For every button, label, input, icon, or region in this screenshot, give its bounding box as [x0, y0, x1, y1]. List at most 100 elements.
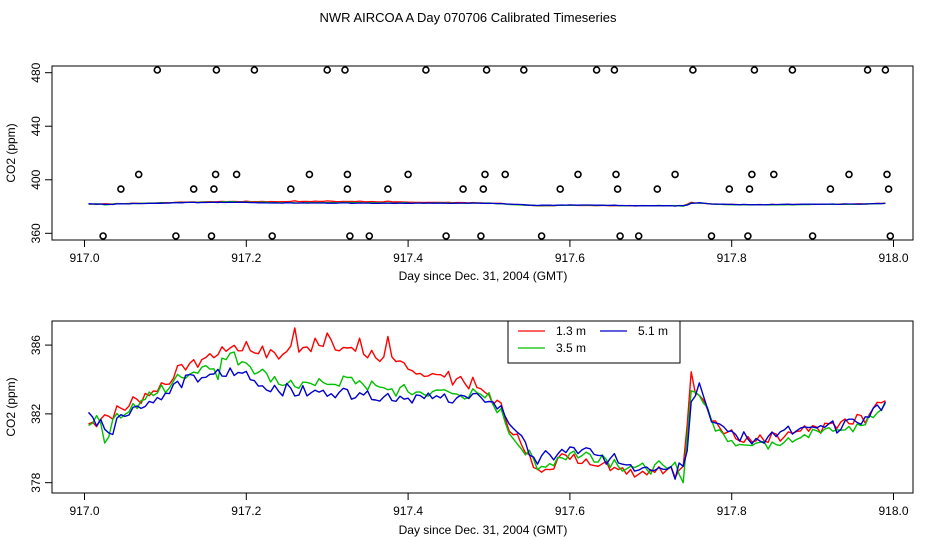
reference-point — [459, 185, 467, 193]
reference-point — [845, 170, 853, 179]
bottom-x-tick-label: 917.0 — [69, 504, 99, 518]
reference-point — [210, 185, 218, 193]
reference-point — [745, 185, 754, 193]
reference-point — [886, 232, 895, 240]
reference-point — [744, 232, 752, 240]
reference-point — [592, 66, 601, 74]
reference-point — [519, 66, 528, 74]
top-x-tick-label: 917.0 — [69, 251, 99, 265]
reference-point — [881, 66, 890, 74]
reference-point — [232, 170, 241, 179]
reference-point — [556, 185, 565, 193]
bottom-y-tick-label: 382 — [29, 404, 43, 424]
top-x-axis-label: Day since Dec. 31, 2004 (GMT) — [399, 269, 568, 283]
legend: 1.3 m 3.5 m 5.1 m — [507, 320, 681, 364]
bottom-x-tick-label: 917.2 — [231, 504, 261, 518]
series-line-5-1-m — [87, 367, 887, 480]
reference-point — [286, 185, 295, 193]
reference-point — [707, 232, 716, 240]
bottom-x-axis: 917.0 917.2 917.4 917.6 917.8 918.0 — [69, 492, 909, 518]
top-y-axis-label: CO2 (ppm) — [4, 123, 18, 182]
reference-point — [134, 170, 143, 179]
bottom-plot-frame — [51, 320, 914, 494]
top-y-tick-label: 400 — [29, 169, 43, 189]
reference-point — [748, 170, 756, 179]
reference-point — [189, 185, 198, 193]
top-y-tick-label: 440 — [29, 116, 43, 136]
reference-point — [725, 185, 734, 193]
reference-point — [482, 66, 491, 74]
bottom-series — [87, 327, 887, 484]
reference-point — [305, 170, 314, 179]
reference-point — [863, 66, 872, 74]
legend-label-1-3m: 1.3 m — [556, 324, 586, 338]
series-line-1-3-m — [88, 327, 886, 479]
reference-point — [212, 66, 221, 74]
reference-point — [613, 185, 622, 193]
reference-point — [574, 170, 582, 179]
bottom-y-axis-label: CO2 (ppm) — [4, 377, 18, 436]
top-reference-points — [99, 66, 895, 240]
reference-point — [481, 170, 489, 179]
top-series-line-5-1-m — [88, 201, 886, 207]
reference-point — [211, 170, 220, 179]
reference-point — [671, 170, 679, 179]
reference-point — [477, 232, 485, 240]
top-x-tick-label: 917.8 — [717, 251, 747, 265]
top-x-tick-label: 917.6 — [555, 251, 585, 265]
top-x-tick-label: 917.4 — [393, 251, 423, 265]
reference-point — [346, 232, 354, 240]
top-panel: 917.0 917.2 917.4 917.6 917.8 918.0 360 400 440… — [4, 62, 914, 283]
reference-point — [501, 170, 510, 179]
reference-point — [343, 185, 352, 193]
bottom-y-axis: 378 382 386 — [29, 335, 53, 493]
reference-point — [616, 232, 624, 240]
reference-point — [404, 170, 412, 179]
top-plot-frame — [51, 65, 914, 241]
reference-point — [769, 170, 778, 179]
reference-point — [479, 185, 488, 193]
bottom-panel: 917.0 917.2 917.4 917.6 917.8 918.0 378 382 386… — [4, 320, 914, 537]
legend-box — [507, 320, 681, 364]
series-line-3-5-m — [88, 351, 886, 484]
reference-point — [883, 170, 891, 179]
bottom-y-tick-label: 378 — [29, 472, 43, 492]
bottom-x-tick-label: 917.8 — [717, 504, 747, 518]
bottom-x-axis-label: Day since Dec. 31, 2004 (GMT) — [399, 523, 568, 537]
bottom-x-tick-label: 918.0 — [878, 504, 908, 518]
bottom-x-tick-label: 917.4 — [393, 504, 423, 518]
bottom-x-tick-label: 917.6 — [555, 504, 585, 518]
top-y-tick-label: 360 — [29, 223, 43, 243]
top-x-tick-label: 917.2 — [231, 251, 261, 265]
reference-point — [323, 66, 332, 74]
reference-point — [384, 185, 392, 193]
reference-point — [341, 66, 349, 74]
reference-point — [884, 185, 893, 193]
legend-label-5-1m: 5.1 m — [638, 324, 668, 338]
reference-point — [689, 66, 697, 74]
bottom-y-tick-label: 386 — [29, 335, 43, 355]
reference-point — [612, 170, 620, 179]
reference-point — [365, 232, 374, 240]
top-x-tick-label: 918.0 — [878, 251, 908, 265]
reference-point — [117, 185, 125, 193]
reference-point — [268, 232, 277, 240]
reference-point — [653, 185, 662, 193]
reference-point — [153, 66, 162, 74]
top-y-tick-label: 480 — [29, 62, 43, 82]
reference-point — [537, 232, 546, 240]
reference-point — [610, 66, 619, 74]
reference-point — [422, 66, 430, 74]
legend-label-3-5m: 3.5 m — [556, 341, 586, 355]
reference-point — [442, 232, 450, 240]
reference-point — [634, 232, 643, 240]
reference-point — [343, 170, 352, 179]
reference-point — [788, 66, 797, 74]
reference-point — [99, 232, 107, 240]
reference-point — [826, 185, 835, 193]
reference-point — [172, 232, 180, 240]
top-x-axis: 917.0 917.2 917.4 917.6 917.8 918.0 — [69, 239, 909, 265]
top-y-axis: 360 400 440 480 — [29, 62, 53, 243]
top-series — [88, 200, 886, 207]
